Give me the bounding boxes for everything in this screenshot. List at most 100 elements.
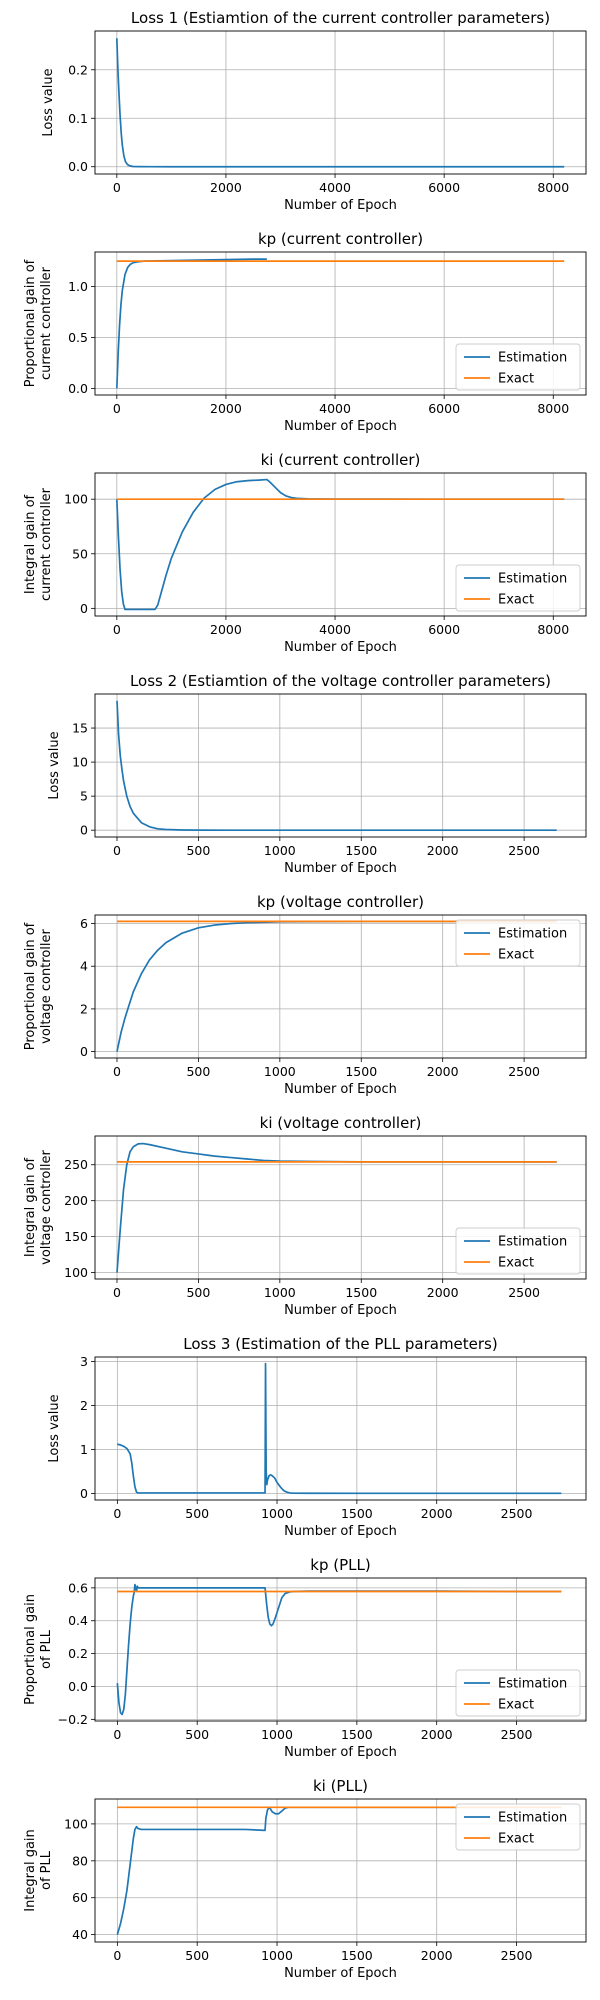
y-axis-label: of PLL (39, 1850, 54, 1890)
legend-label-estimation: Estimation (498, 351, 567, 366)
y-tick-label: 0.2 (68, 62, 88, 77)
x-tick-label: 2000 (421, 1948, 453, 1963)
x-axis-label: Number of Epoch (284, 419, 397, 434)
y-axis-label: Loss value (47, 1394, 62, 1462)
y-tick-label: 3 (80, 1354, 88, 1369)
series-line-estimation (115, 478, 565, 611)
x-tick-label: 0 (113, 180, 121, 195)
y-tick-label: 0.5 (68, 330, 88, 345)
chart-panel-3: 0 2000 4000 6000 8000 0 50 100 ki (current contr… (23, 451, 587, 655)
x-tick-label: 0 (113, 1727, 121, 1742)
axes-frame (94, 1356, 587, 1501)
y-tick-label: 0.0 (68, 159, 88, 174)
y-tick-label: 15 (72, 721, 88, 736)
x-tick-label: 4000 (319, 401, 351, 416)
y-tick-label: 50 (72, 546, 88, 561)
x-tick-label: 2500 (501, 1727, 533, 1742)
x-tick-label: 0 (113, 1285, 121, 1300)
x-tick-label: 500 (186, 843, 210, 858)
chart-panel-9: 0 500 1000 1500 2000 2500 40 60 80 100 ki (PLL) Num… (23, 1777, 587, 1981)
axes-frame (94, 472, 587, 617)
y-tick-label: 0.4 (68, 1613, 88, 1628)
x-axis-label: Number of Epoch (284, 861, 397, 876)
y-tick-label: 4 (80, 959, 88, 974)
axes-frame (94, 251, 587, 396)
series-line-loss (115, 38, 565, 168)
x-tick-label: 1500 (341, 1506, 373, 1521)
legend-label-estimation: Estimation (498, 572, 567, 587)
x-tick-label: 1000 (261, 1506, 293, 1521)
x-tick-label: 2000 (421, 1727, 453, 1742)
y-tick-label: 0 (80, 601, 88, 616)
y-tick-label: 0 (80, 1486, 88, 1501)
series-line-loss (116, 700, 557, 832)
x-tick-label: 500 (185, 1948, 209, 1963)
x-tick-label: 1000 (264, 843, 296, 858)
axes-frame (94, 1135, 587, 1280)
x-tick-label: 1000 (261, 1727, 293, 1742)
legend: Estimation Exact (455, 1803, 581, 1851)
y-tick-label: 150 (64, 1229, 88, 1244)
axes-frame (94, 1798, 587, 1943)
y-axis-label: Integral gain of (23, 494, 38, 594)
x-tick-label: 500 (186, 1285, 210, 1300)
legend: Estimation Exact (455, 1669, 581, 1717)
x-tick-label: 4000 (319, 622, 351, 637)
x-tick-label: 2500 (508, 843, 540, 858)
x-tick-label: 2500 (508, 1064, 540, 1079)
x-tick-label: 0 (113, 622, 121, 637)
x-tick-label: 0 (113, 1064, 121, 1079)
x-tick-label: 8000 (537, 401, 569, 416)
y-tick-label: 200 (64, 1193, 88, 1208)
chart-title: Loss 2 (Estiamtion of the voltage contro… (130, 672, 551, 690)
chart-title: Loss 3 (Estimation of the PLL parameters… (183, 1335, 497, 1353)
x-tick-label: 0 (113, 1506, 121, 1521)
x-tick-label: 8000 (537, 180, 569, 195)
chart-title: kp (PLL) (310, 1556, 370, 1574)
y-tick-label: 0.0 (68, 381, 88, 396)
legend-label-exact: Exact (498, 1698, 534, 1713)
series-line-loss (117, 1362, 562, 1495)
x-tick-label: 1500 (345, 843, 377, 858)
y-tick-label: 1 (80, 1442, 88, 1457)
x-tick-label: 4000 (319, 180, 351, 195)
y-tick-label: 80 (72, 1853, 88, 1868)
y-tick-label: 100 (64, 492, 88, 507)
x-tick-label: 6000 (428, 401, 460, 416)
chart-panel-6: 0 500 1000 1500 2000 2500 100 150 200 250 ki (volt… (23, 1114, 587, 1318)
y-tick-label: 5 (80, 789, 88, 804)
legend-label-estimation: Estimation (498, 927, 567, 942)
x-tick-label: 1000 (264, 1285, 296, 1300)
x-tick-label: 1000 (264, 1064, 296, 1079)
chart-panel-5: 0 500 1000 1500 2000 2500 0 2 4 6 kp (voltage cont… (23, 893, 587, 1097)
legend-label-exact: Exact (498, 1832, 534, 1847)
legend-label-estimation: Estimation (498, 1811, 567, 1826)
chart-title: ki (current controller) (261, 451, 421, 469)
series-line-estimation (115, 258, 267, 389)
legend-label-exact: Exact (498, 593, 534, 608)
x-tick-label: 1500 (341, 1727, 373, 1742)
x-axis-label: Number of Epoch (284, 1745, 397, 1760)
y-tick-label: 1.0 (68, 279, 88, 294)
x-tick-label: 0 (113, 401, 121, 416)
x-tick-label: 1500 (341, 1948, 373, 1963)
y-axis-label: Proportional gain of (23, 922, 38, 1050)
chart-title: kp (voltage controller) (257, 893, 424, 911)
legend-label-exact: Exact (498, 948, 534, 963)
legend: Estimation Exact (455, 1227, 581, 1275)
x-axis-label: Number of Epoch (284, 1524, 397, 1539)
x-tick-label: 2000 (210, 180, 242, 195)
x-axis-label: Number of Epoch (284, 1082, 397, 1097)
axes-frame (94, 30, 587, 175)
y-axis-label: Integral gain of (23, 1157, 38, 1257)
y-tick-label: 2 (80, 1398, 88, 1413)
y-tick-label: 100 (64, 1816, 88, 1831)
x-tick-label: 2500 (501, 1506, 533, 1521)
x-tick-label: 6000 (428, 622, 460, 637)
x-tick-label: 0 (113, 843, 121, 858)
y-axis-label: of PLL (39, 1629, 54, 1669)
y-axis-label: current controller (39, 487, 54, 601)
y-tick-label: 0.1 (68, 111, 88, 126)
y-tick-label: 100 (64, 1265, 88, 1280)
